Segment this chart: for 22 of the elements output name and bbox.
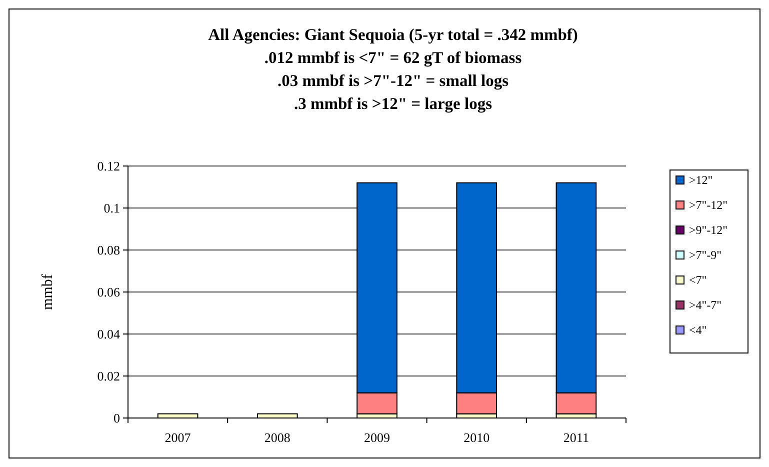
x-tick-label: 2011 xyxy=(563,430,589,445)
y-tick-label: 0.08 xyxy=(97,242,120,258)
legend-label: >7"-12" xyxy=(689,198,728,212)
x-tick-label: 2008 xyxy=(264,430,290,445)
x-tick-label: 2007 xyxy=(164,430,192,445)
legend-label: <7" xyxy=(689,273,707,288)
chart-title: All Agencies: Giant Sequoia (5-yr total = .342 mmbf) xyxy=(208,25,578,44)
x-tick-label: 2010 xyxy=(464,430,490,445)
chart-subtitle: .012 mmbf is <7" = 62 gT of biomass .03 mmbf is >7"-12" = small logs .3 mmbf is >12" = large logs xyxy=(264,48,522,113)
legend-label: >4"-7" xyxy=(689,298,722,312)
legend-label: >9"-12" xyxy=(689,223,728,238)
legend-label: <4" xyxy=(689,323,707,338)
x-tick-label: 2009 xyxy=(364,430,390,445)
y-tick-label: 0.02 xyxy=(97,368,120,384)
y-tick-label: 0.04 xyxy=(97,326,120,342)
y-tick-label: 0.06 xyxy=(97,284,120,300)
y-tick-label: 0.12 xyxy=(97,158,120,174)
y-axis-title: mmbf xyxy=(40,274,56,310)
legend-label: >7"-9" xyxy=(689,248,722,262)
y-tick-label: 0 xyxy=(114,410,120,426)
legend-label: >12" xyxy=(689,173,713,188)
y-tick-label: 0.1 xyxy=(104,200,120,216)
